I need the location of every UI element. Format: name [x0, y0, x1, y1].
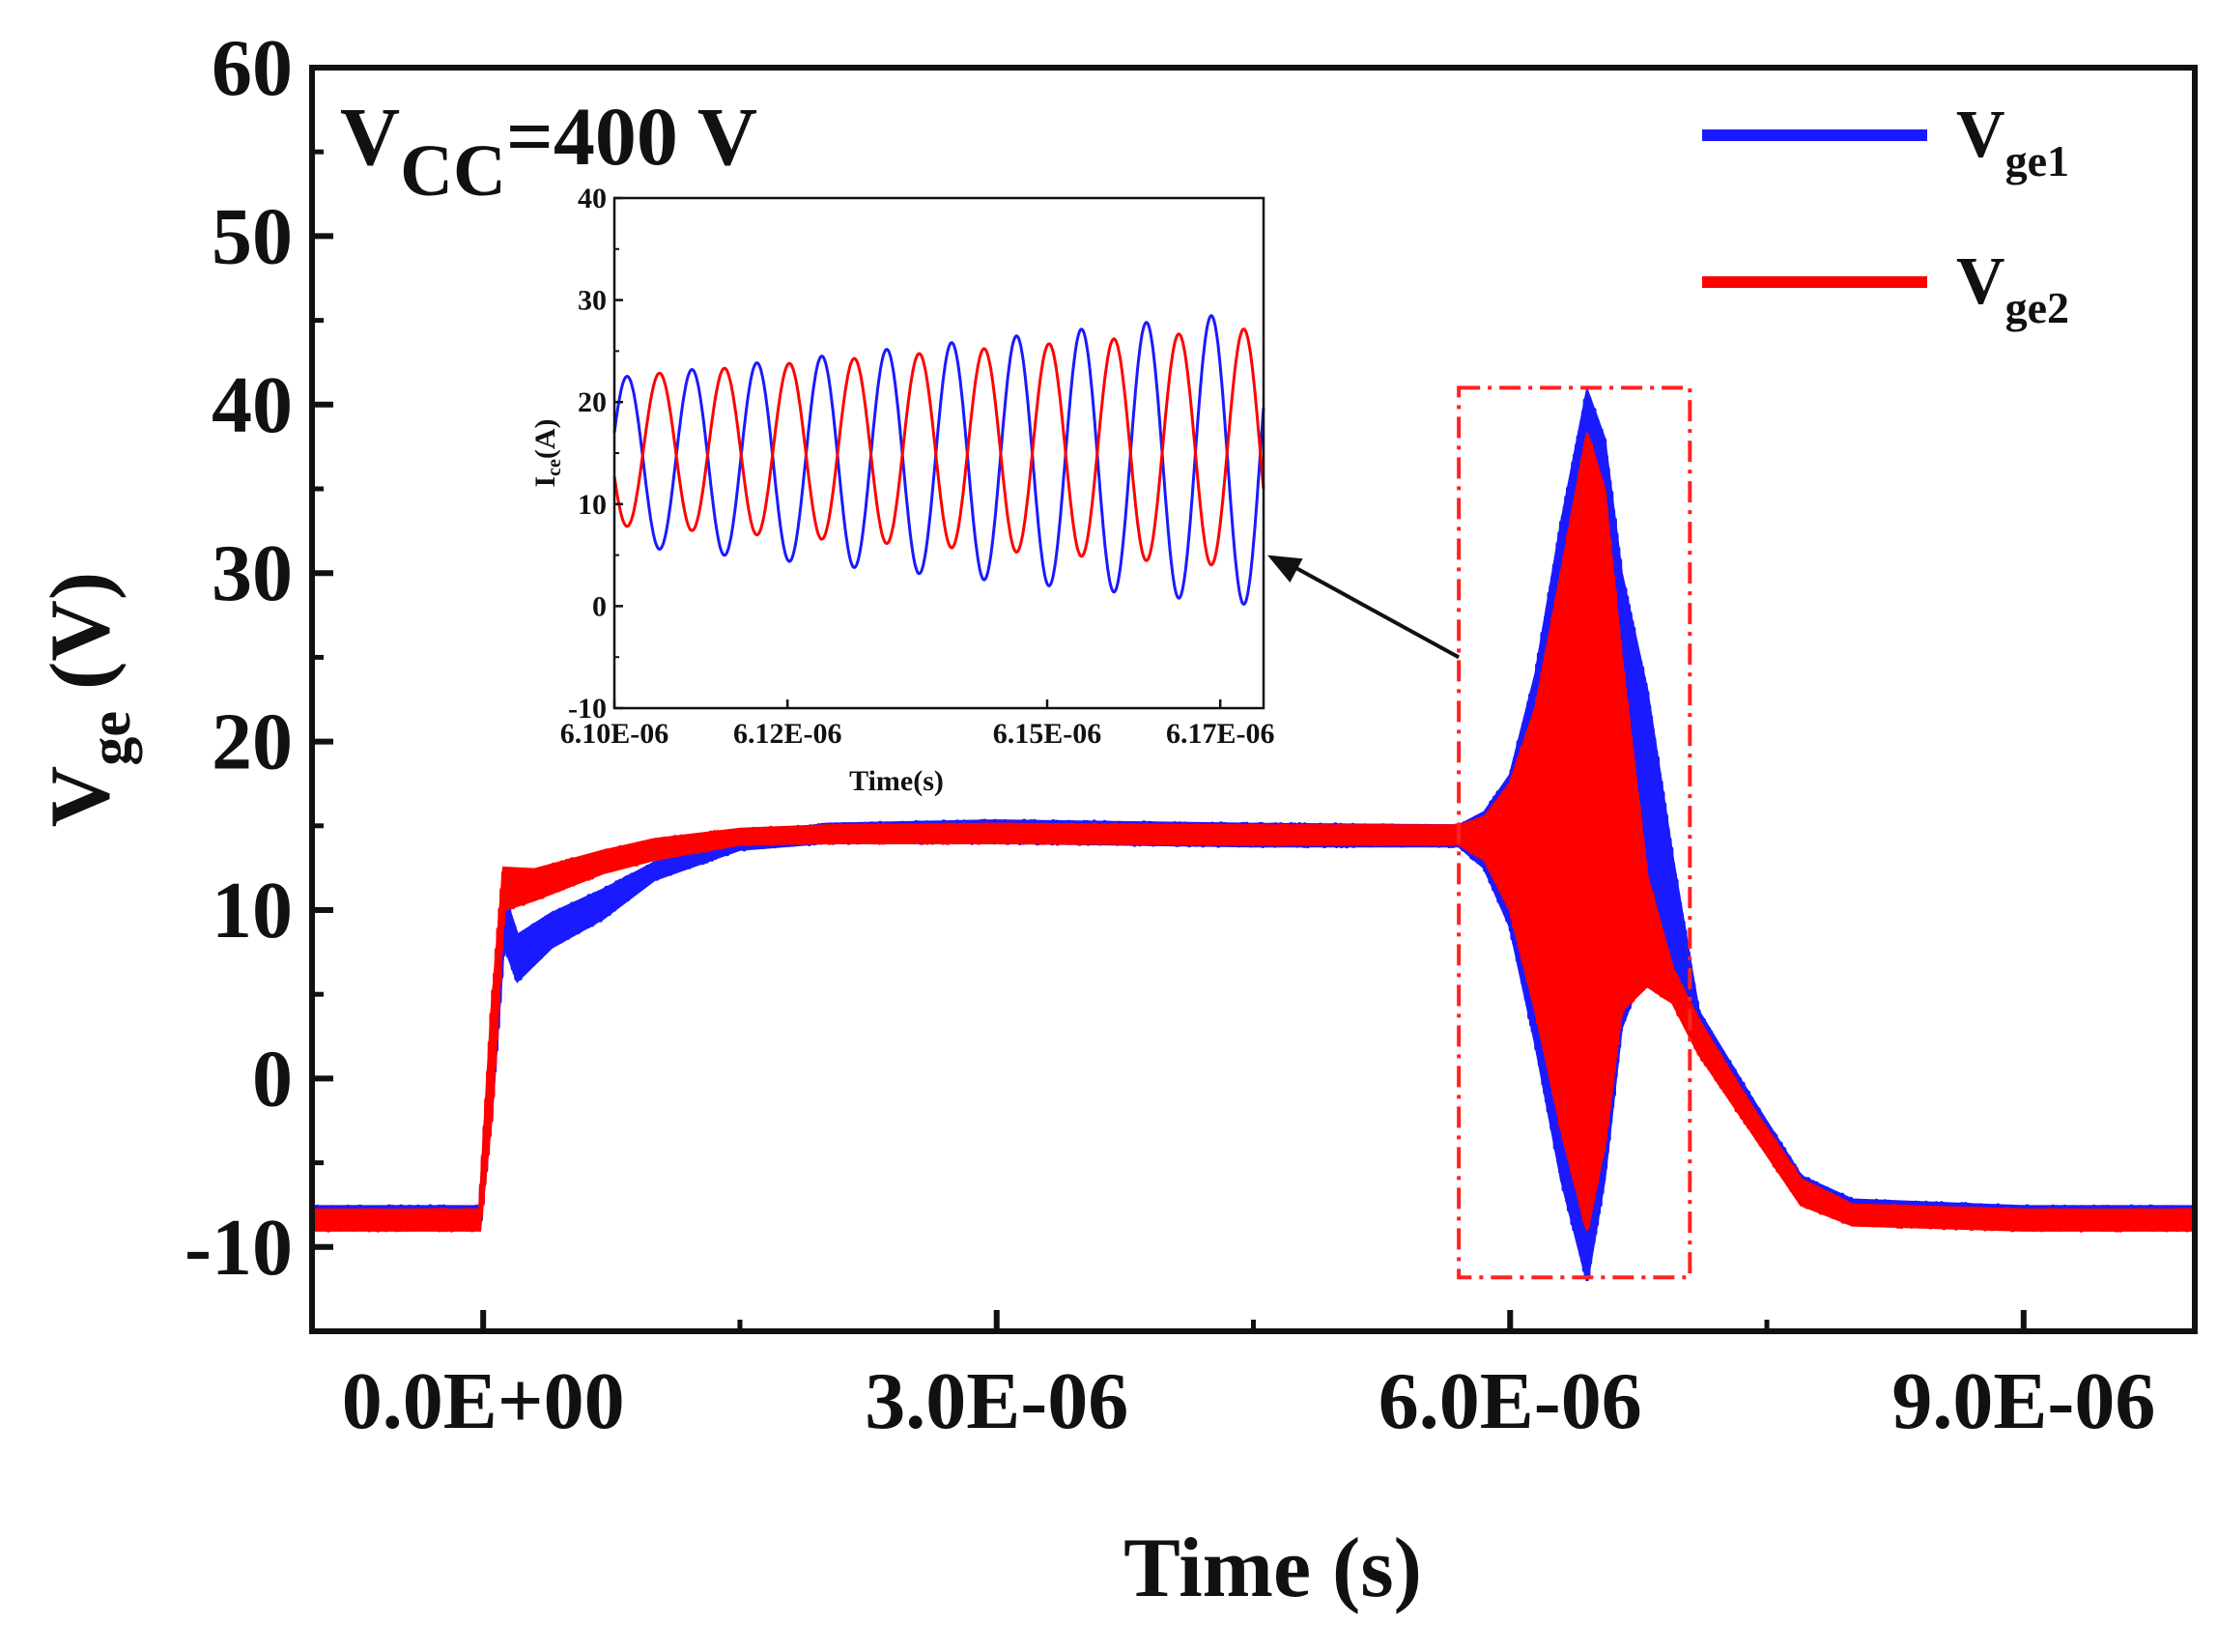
x-tick-label-3-0e-06: 3.0E-06	[865, 1356, 1128, 1446]
highlight-box	[1457, 385, 1692, 1280]
inset-y-tick-label-10: -10	[568, 693, 607, 725]
y-axis-title-subscript: ge	[78, 711, 142, 766]
y-tick-label-10: -10	[185, 1203, 293, 1293]
legend-label-vge2-subscript: ge2	[2005, 283, 2069, 332]
y-axis-title-unit: (V)	[34, 572, 128, 711]
legend-label-vge1-main: V	[1956, 98, 2005, 172]
y-tick-label-40: 40	[212, 360, 293, 450]
inset-y-axis-title-subscript: ce	[544, 459, 565, 476]
inset-y-tick-label-30: 30	[578, 285, 607, 317]
vcc-annotation-main: V	[340, 90, 400, 183]
inset-x-tick-label-6-10e-06: 6.10E-06	[560, 718, 669, 750]
legend: Vge1 Vge2	[1702, 98, 2069, 332]
inset-tick-layer: 40 30 20 10 0 -106.10E-06 6.12E-06 6.15E-06 6.17…	[560, 183, 1275, 750]
inset-x-tick-label-6-12e-06: 6.12E-06	[733, 718, 842, 750]
y-axis-title-main: V	[34, 766, 128, 828]
vcc-annotation-value: =400 V	[506, 90, 757, 183]
y-tick-label-0: 0	[252, 1034, 293, 1124]
inset-background	[614, 198, 1264, 708]
inset-series-layer	[612, 314, 1265, 607]
inset-y-tick-label-20: 20	[578, 386, 607, 418]
inset-y-axis-title-main: I	[529, 476, 561, 488]
vcc-annotation-subscript: CC	[400, 130, 506, 212]
legend-label-vge2-main: V	[1956, 244, 2005, 319]
callout-arrow-head	[1267, 555, 1303, 583]
x-axis-title: Time (s)	[1123, 1522, 1422, 1615]
inset-chart: 40 30 20 10 0 -106.10E-06 6.12E-06 6.15E-06 6.17…	[529, 183, 1274, 797]
y-tick-label-20: 20	[212, 698, 293, 787]
legend-label-vge1: Vge1	[1956, 98, 2069, 185]
x-tick-label-9-0e-06: 9.0E-06	[1891, 1356, 2155, 1446]
x-tick-label-6-0e-06: 6.0E-06	[1379, 1356, 1642, 1446]
y-tick-label-60: 60	[212, 23, 293, 113]
legend-label-vge2: Vge2	[1956, 244, 2069, 332]
legend-label-vge1-subscript: ge1	[2005, 136, 2069, 185]
inset-x-axis-title: Time(s)	[849, 765, 944, 797]
y-tick-label-50: 50	[212, 191, 293, 281]
arrow-layer	[1267, 555, 1461, 660]
inset-x-tick-label-6-15e-06: 6.15E-06	[993, 718, 1102, 750]
x-tick-label-0-0e-00: 0.0E+00	[342, 1356, 625, 1446]
inset-y-tick-label-40: 40	[578, 183, 607, 214]
y-axis-title: Vge (V)	[34, 572, 142, 827]
y-tick-label-30: 30	[212, 528, 293, 618]
inset-y-axis-title: Ice(A)	[529, 418, 565, 487]
vcc-annotation: VCC=400 V	[340, 90, 757, 212]
inset-series-line-vge2	[612, 328, 1265, 567]
callout-arrow-line	[1286, 560, 1461, 660]
y-tick-label-10: 10	[212, 866, 293, 955]
inset-series-line-vge1	[612, 314, 1265, 607]
inset-y-axis-title-unit: (A)	[529, 418, 561, 459]
main-tick-layer: 60 50 40 30 20 10 0 -10 0.0E+00 3.0E-06 6.0E-06 9.0…	[185, 23, 2155, 1446]
inset-y-tick-label-10: 10	[578, 489, 607, 521]
inset-x-tick-label-6-17e-06: 6.17E-06	[1166, 718, 1275, 750]
inset-y-tick-label-0: 0	[592, 590, 607, 622]
